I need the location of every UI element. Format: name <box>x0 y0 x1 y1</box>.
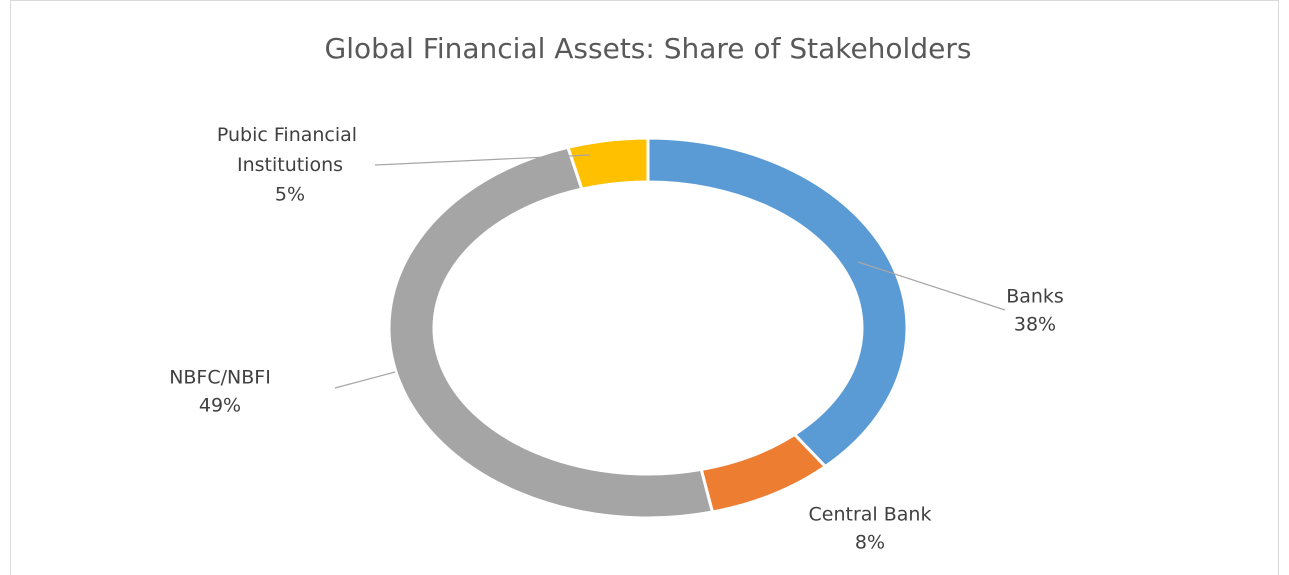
chart-title: Global Financial Assets: Share of Stakeh… <box>325 32 972 65</box>
slice-label: Banks <box>1006 286 1064 308</box>
value-label: 8% <box>855 532 885 554</box>
value-label: 5% <box>275 184 305 206</box>
value-label: 38% <box>1014 314 1056 336</box>
leader-line <box>334 371 396 389</box>
slice <box>387 145 715 520</box>
leader-line <box>374 154 591 166</box>
slice-label: Central Bank <box>809 504 932 526</box>
value-label: 49% <box>199 395 241 417</box>
slice <box>646 136 909 469</box>
slice-label: Pubic Financial Institutions <box>217 124 363 176</box>
slice-label: NBFC/NBFI <box>169 367 271 389</box>
slice <box>566 136 650 191</box>
leader-line <box>857 261 1006 311</box>
